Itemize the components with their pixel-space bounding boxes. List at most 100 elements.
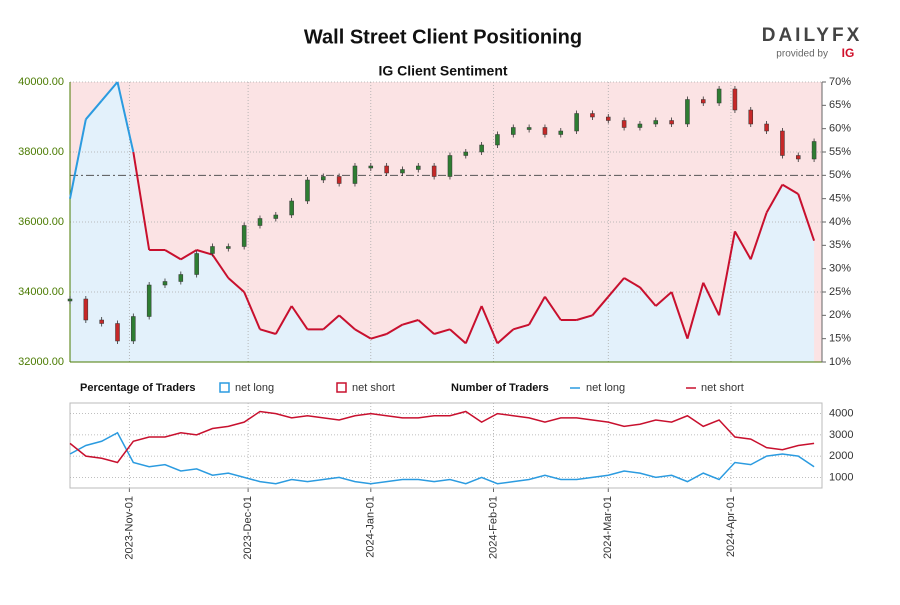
candle <box>780 130 785 156</box>
candle <box>273 214 279 219</box>
candle <box>431 165 437 177</box>
sentiment-segment <box>686 282 705 339</box>
candle <box>590 113 595 118</box>
y2-tick-label: 55% <box>829 146 851 158</box>
y-tick-label: 32000.00 <box>18 356 64 368</box>
y2-tick-label: 30% <box>829 263 851 275</box>
candle <box>289 200 294 216</box>
candle <box>146 284 152 317</box>
y2-tick-label: 10% <box>829 356 851 368</box>
traders-line <box>69 410 815 464</box>
sentiment-segment <box>670 291 689 339</box>
y2-tick-label: 65% <box>829 99 851 111</box>
candle <box>67 298 73 302</box>
candle <box>336 176 342 184</box>
y2-tick-label: 15% <box>829 333 851 345</box>
legend: Percentage of Traders net long net short… <box>80 382 744 394</box>
candle <box>732 88 738 111</box>
sentiment-segment <box>433 328 451 335</box>
candle <box>653 120 659 125</box>
y2-tick-label: 40% <box>829 216 851 228</box>
logo-provider: IG <box>842 46 855 60</box>
candle <box>542 127 548 135</box>
sentiment-segment <box>496 328 514 345</box>
sentiment-segment <box>164 249 182 261</box>
candle <box>685 99 690 125</box>
sentiment-segment <box>85 100 103 120</box>
y-tick-label: 40000.00 <box>18 76 64 88</box>
sentiment-segment <box>655 291 673 307</box>
candle <box>162 281 168 286</box>
sentiment-segment <box>576 314 593 321</box>
candle <box>447 155 453 177</box>
candle <box>305 179 310 202</box>
y-tick-label: 36000.00 <box>18 216 64 228</box>
sentiment-segment <box>449 328 467 345</box>
sentiment-segment <box>639 286 657 307</box>
sentiment-segment <box>243 291 261 330</box>
sentiment-segment <box>749 212 768 260</box>
sentiment-segment <box>623 277 641 289</box>
sentiment-segment <box>211 254 230 279</box>
sentiment-segment <box>797 193 816 241</box>
sentiment-segment <box>702 282 720 316</box>
y3-tick-label: 3000 <box>829 429 853 441</box>
candle <box>83 298 89 321</box>
legend-label: net short <box>352 382 395 394</box>
candle <box>606 116 611 121</box>
candle <box>416 165 421 170</box>
candle <box>194 253 199 275</box>
logo-brand: DAILYFX <box>762 25 863 46</box>
candle <box>526 127 532 130</box>
sentiment-segment <box>322 314 340 331</box>
x-tick-label: 2024-Jan-01 <box>365 496 377 558</box>
candle <box>321 176 326 181</box>
candle <box>796 155 801 160</box>
sentiment-segment <box>544 296 562 321</box>
sentiment-segment <box>290 305 309 330</box>
sentiment-segment <box>734 230 752 260</box>
sentiment-segment <box>607 277 625 298</box>
y3-tick-label: 4000 <box>829 408 853 420</box>
candle <box>178 274 184 282</box>
candle <box>479 144 484 153</box>
legend-title: Number of Traders <box>451 382 549 394</box>
candle <box>558 130 564 135</box>
logo-provided: provided by <box>776 49 828 60</box>
y-tick-label: 38000.00 <box>18 146 64 158</box>
sentiment-segment <box>402 319 419 326</box>
x-tick-label: 2024-Mar-01 <box>602 496 614 559</box>
sentiment-segment <box>274 305 293 335</box>
legend-swatch <box>336 382 347 393</box>
sentiment-segment <box>100 81 119 102</box>
sentiment-segment <box>781 183 799 195</box>
sentiment-segment <box>370 333 387 340</box>
candle <box>241 225 247 247</box>
y2-tick-label: 20% <box>829 309 851 321</box>
candle <box>352 165 358 184</box>
y-tick-label: 34000.00 <box>18 286 64 298</box>
legend-title: Percentage of Traders <box>80 382 196 394</box>
y2-tick-label: 70% <box>829 76 851 88</box>
y2-tick-label: 50% <box>829 169 851 181</box>
legend-swatch <box>219 382 230 393</box>
sentiment-segment <box>132 151 151 251</box>
sentiment-segment <box>765 184 784 214</box>
sentiment-segment <box>718 231 736 316</box>
x-tick-label: 2023-Dec-01 <box>242 496 254 560</box>
candle <box>701 99 706 104</box>
sentiment-segment <box>227 277 245 293</box>
sentiment-segment <box>513 323 530 331</box>
candle <box>574 113 579 132</box>
candle <box>621 120 627 128</box>
y3-tick-label: 2000 <box>829 450 853 462</box>
candle <box>257 218 263 226</box>
candle <box>716 88 722 104</box>
chart-subtitle: IG Client Sentiment <box>378 63 507 79</box>
sentiment-segment <box>196 249 213 256</box>
legend-label: net long <box>586 382 625 394</box>
sentiment-segment <box>259 328 277 335</box>
candle <box>99 319 104 324</box>
sentiment-segment <box>417 319 435 335</box>
